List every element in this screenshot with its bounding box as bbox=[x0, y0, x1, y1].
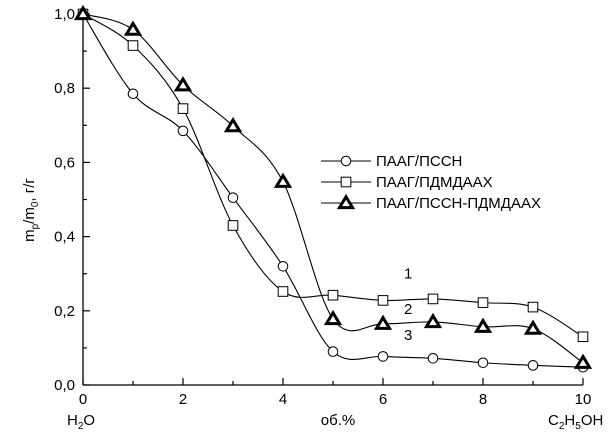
point-square bbox=[578, 332, 588, 342]
point-circle bbox=[378, 352, 388, 362]
curve-number-label: 3 bbox=[404, 327, 412, 344]
legend-marker-square bbox=[341, 177, 351, 187]
point-triangle bbox=[276, 175, 289, 186]
y-tick-label: 0,4 bbox=[54, 229, 75, 246]
point-circle bbox=[228, 193, 238, 203]
point-square bbox=[378, 296, 388, 306]
y-tick-label: 0,0 bbox=[54, 377, 75, 394]
point-circle bbox=[278, 261, 288, 271]
point-square bbox=[428, 294, 438, 304]
point-triangle bbox=[126, 23, 139, 34]
point-triangle bbox=[526, 322, 539, 333]
point-square bbox=[178, 104, 188, 114]
point-square bbox=[228, 221, 238, 231]
markers bbox=[76, 8, 589, 372]
point-circle bbox=[328, 347, 338, 357]
legend-label: ПААГ/ПССН-ПДМДААХ bbox=[376, 195, 541, 212]
x-axis-title: об.% bbox=[321, 412, 355, 429]
point-square bbox=[528, 302, 538, 312]
point-circle bbox=[128, 89, 138, 99]
y-tick-label: 0,8 bbox=[54, 80, 75, 97]
point-circle bbox=[428, 353, 438, 363]
x-tick-label: 2 bbox=[179, 391, 187, 408]
legend: ПААГ/ПССН ПААГ/ПДМДААХ ПААГ/ПССН-ПДМДААХ bbox=[321, 153, 541, 212]
legend-marker-triangle bbox=[339, 197, 352, 208]
point-triangle bbox=[426, 316, 439, 327]
point-square bbox=[478, 298, 488, 308]
point-triangle bbox=[376, 318, 389, 329]
x-tick-label: 8 bbox=[479, 391, 487, 408]
y-tick-label: 0,6 bbox=[54, 154, 75, 171]
series-line-2 bbox=[83, 14, 583, 337]
x-tick-label: 0 bbox=[79, 391, 87, 408]
point-square bbox=[328, 290, 338, 300]
point-triangle bbox=[476, 321, 489, 332]
point-square bbox=[278, 287, 288, 297]
point-triangle bbox=[326, 313, 339, 324]
legend-label: ПААГ/ПССН bbox=[376, 153, 462, 170]
point-circle bbox=[178, 126, 188, 136]
y-tick-label: 1,0 bbox=[54, 6, 75, 23]
point-circle bbox=[478, 358, 488, 368]
x-tick-label: 10 bbox=[575, 391, 592, 408]
point-circle bbox=[528, 361, 538, 371]
y-axis-title: mp/m0, г/г bbox=[21, 178, 41, 242]
y-tick-label: 0,2 bbox=[54, 303, 75, 320]
legend-marker-circle bbox=[341, 156, 351, 166]
point-triangle bbox=[576, 357, 589, 368]
point-square bbox=[128, 41, 138, 51]
x-tick-label: 4 bbox=[279, 391, 287, 408]
curve-number-label: 1 bbox=[404, 266, 412, 283]
x-tick-label: 6 bbox=[379, 391, 387, 408]
curve-labels: 3 1 2 bbox=[404, 266, 412, 344]
legend-label: ПААГ/ПДМДААХ bbox=[376, 174, 493, 191]
curve-number-label: 2 bbox=[404, 301, 412, 318]
x-right-end-label: C2H5OH bbox=[548, 412, 603, 432]
x-left-end-label: H2O bbox=[67, 412, 95, 432]
